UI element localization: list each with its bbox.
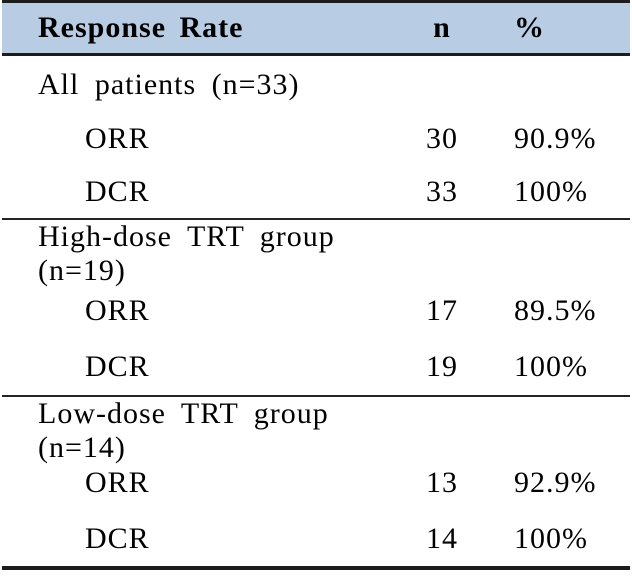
table-row-orr: ORR 17 89.5% xyxy=(2,283,630,338)
column-header-percent: % xyxy=(514,11,545,44)
row-label: ORR xyxy=(85,465,150,499)
n-value: 33 xyxy=(426,174,458,208)
percent-value: 92.9% xyxy=(514,465,597,499)
row-label: DCR xyxy=(85,349,150,383)
section-high-dose-trt: High-dose TRT group (n=19) ORR 17 89.5% … xyxy=(2,218,630,395)
n-value: 17 xyxy=(426,293,458,327)
section-label: All patients (n=33) xyxy=(38,67,300,101)
table-row-dcr: DCR 19 100% xyxy=(2,338,630,395)
section-header-row: Low-dose TRT group (n=14) xyxy=(2,397,630,464)
section-header-row: All patients (n=33) xyxy=(2,56,630,113)
percent-value: 90.9% xyxy=(514,122,597,155)
table-row-dcr: DCR 33 100% xyxy=(2,165,630,218)
section-low-dose-trt: Low-dose TRT group (n=14) ORR 13 92.9% D… xyxy=(2,395,630,566)
column-header-response-rate: Response Rate xyxy=(38,11,244,44)
n-value: 19 xyxy=(426,349,458,383)
percent-value: 89.5% xyxy=(514,293,597,327)
percent-value: 100% xyxy=(514,349,588,383)
percent-value: 100% xyxy=(514,174,588,208)
column-header-n: n xyxy=(433,11,451,44)
row-label: DCR xyxy=(85,521,150,555)
row-label: ORR xyxy=(85,293,150,327)
section-label: High-dose TRT group (n=19) xyxy=(38,220,335,287)
n-value: 14 xyxy=(426,521,458,555)
table-row-dcr: DCR 14 100% xyxy=(2,511,630,566)
table-row-orr: ORR 30 90.9% xyxy=(2,113,630,165)
n-value: 30 xyxy=(426,122,458,155)
section-label: Low-dose TRT group (n=14) xyxy=(38,397,329,464)
n-value: 13 xyxy=(426,465,458,499)
table-header-row: Response Rate n % xyxy=(2,3,630,56)
percent-value: 100% xyxy=(514,521,588,555)
section-header-row: High-dose TRT group (n=19) xyxy=(2,220,630,287)
row-label: ORR xyxy=(85,122,150,155)
section-all-patients: All patients (n=33) ORR 30 90.9% DCR 33 … xyxy=(2,56,630,218)
table-row-orr: ORR 13 92.9% xyxy=(2,454,630,511)
row-label: DCR xyxy=(85,174,150,208)
